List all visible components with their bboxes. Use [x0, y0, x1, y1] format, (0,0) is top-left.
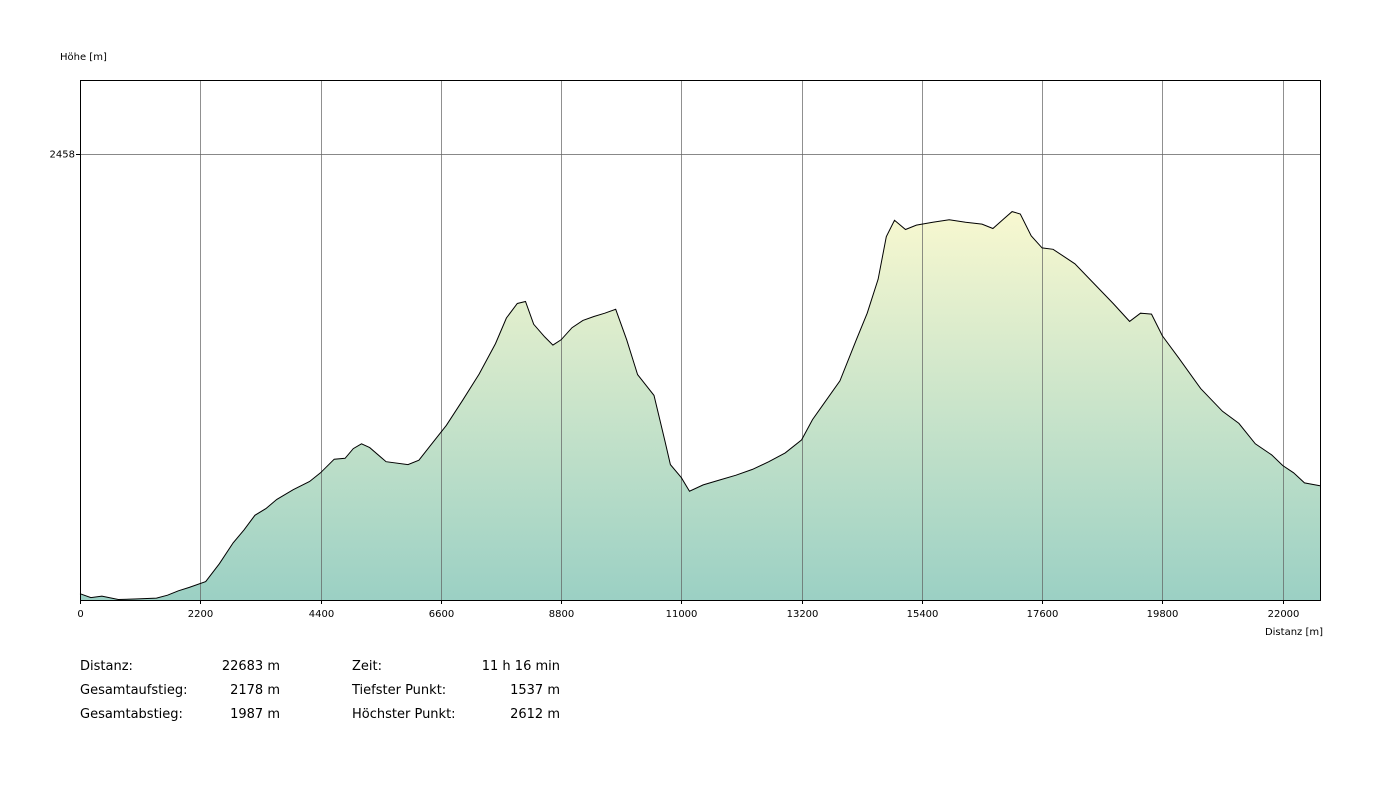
stats-left-column: Distanz: 22683 m Gesamtaufstieg: 2178 m …: [80, 657, 280, 729]
x-tick-label: 11000: [666, 609, 698, 620]
y-axis-ticks: 2458: [50, 150, 80, 161]
descent-label: Gesamtabstieg:: [80, 707, 183, 722]
time-value: 11 h 16 min: [481, 659, 560, 674]
elevation-profile-chart: 0 2200 4400 6600 8800 11000 13200 15400 17600 198…: [50, 52, 1324, 638]
x-tick-label: 15400: [907, 609, 939, 620]
stats-right-column: Zeit: 11 h 16 min Tiefster Punkt: 1537 m…: [352, 657, 560, 729]
y-axis-label: Höhe [m]: [60, 52, 107, 63]
elevation-line: [79, 211, 1321, 601]
x-tick-label: 8800: [549, 609, 574, 620]
x-tick-label: 17600: [1027, 609, 1059, 620]
descent-value: 1987 m: [230, 707, 280, 722]
vertical-gridlines: [200, 80, 1284, 600]
highest-point-label: Höchster Punkt:: [352, 707, 456, 722]
distance-value: 22683 m: [221, 659, 280, 674]
stat-highest-point: Höchster Punkt: 2612 m: [352, 705, 560, 729]
time-label: Zeit:: [352, 659, 382, 674]
x-axis-label: Distanz [m]: [1265, 627, 1323, 638]
stat-ascent: Gesamtaufstieg: 2178 m: [80, 681, 280, 705]
stat-time: Zeit: 11 h 16 min: [352, 657, 560, 681]
plot-frame: [80, 80, 1321, 601]
x-tick-label: 22000: [1268, 609, 1300, 620]
highest-point-value: 2612 m: [510, 707, 560, 722]
distance-label: Distanz:: [80, 659, 133, 674]
x-tick-label: 19800: [1147, 609, 1179, 620]
y-tick-label: 2458: [50, 150, 75, 161]
x-axis-ticks: 0 2200 4400 6600 8800 11000 13200 15400 17600 198…: [77, 600, 1299, 620]
x-tick-label: 6600: [429, 609, 454, 620]
stat-distance: Distanz: 22683 m: [80, 657, 280, 681]
lowest-point-value: 1537 m: [510, 683, 560, 698]
lowest-point-label: Tiefster Punkt:: [352, 683, 447, 698]
stat-lowest-point: Tiefster Punkt: 1537 m: [352, 681, 560, 705]
x-tick-label: 13200: [787, 609, 819, 620]
x-tick-label: 4400: [309, 609, 334, 620]
x-tick-label: 0: [77, 609, 83, 620]
ascent-value: 2178 m: [230, 683, 280, 698]
elevation-area: [80, 211, 1320, 600]
ascent-label: Gesamtaufstieg:: [80, 683, 188, 698]
x-tick-label: 2200: [188, 609, 213, 620]
stat-descent: Gesamtabstieg: 1987 m: [80, 705, 280, 729]
